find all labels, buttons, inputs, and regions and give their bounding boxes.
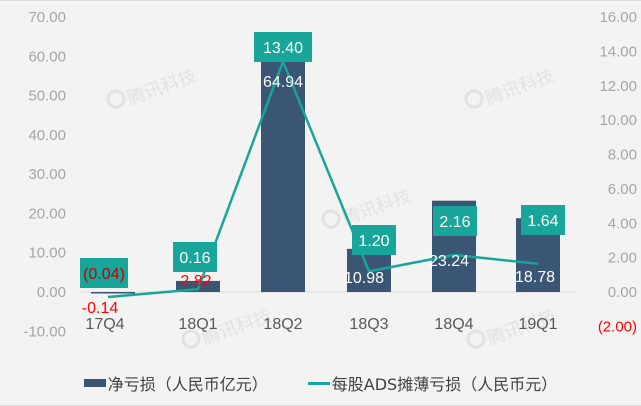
right-axis-tick: 4.00 — [608, 215, 637, 232]
watermark: 腾讯科技 — [106, 65, 199, 109]
top-border — [0, 0, 641, 1]
left-axis: 70.00 60.00 50.00 40.00 30.00 20.00 10.00 0.00 -… — [23, 9, 66, 340]
line-data-label: 0.16 — [173, 242, 217, 272]
line-data-label: (0.04) — [80, 258, 128, 288]
left-axis-tick: 40.00 — [28, 127, 66, 144]
right-axis-tick: 6.00 — [608, 181, 637, 198]
category-label: 18Q3 — [349, 316, 388, 333]
right-axis-tick: (2.00) — [598, 318, 637, 335]
bar-swatch-icon — [83, 379, 106, 387]
left-axis-tick: 0.00 — [37, 284, 66, 301]
bar-data-label: 23.24 — [429, 253, 469, 270]
right-axis-tick: 16.00 — [599, 9, 637, 26]
line-data-label: 2.16 — [433, 206, 477, 236]
category-label: 19Q1 — [518, 316, 557, 333]
bar-17Q4[interactable] — [91, 292, 135, 294]
right-axis: 16.00 14.00 12.00 10.00 8.00 6.00 4.00 2.00 0.00… — [598, 9, 637, 335]
right-axis-tick: 2.00 — [608, 250, 637, 267]
watermark: 腾讯科技 — [464, 65, 557, 109]
svg-text:2.16: 2.16 — [439, 214, 470, 231]
legend: 净亏损（人民币亿元） 每股ADS摊薄亏损（人民币元） — [0, 368, 641, 398]
svg-text:13.40: 13.40 — [263, 40, 303, 57]
left-axis-tick: 60.00 — [28, 48, 66, 65]
left-axis-tick: -10.00 — [23, 323, 66, 340]
legend-label-net-loss: 净亏损（人民币亿元） — [107, 375, 268, 394]
line-data-label: 1.64 — [521, 205, 565, 235]
svg-text:腾讯科技: 腾讯科技 — [125, 65, 199, 108]
bar-data-label: 10.98 — [344, 270, 384, 287]
legend-item-net-loss[interactable]: 净亏损（人民币亿元） — [83, 371, 268, 395]
bar-data-label: 18.78 — [515, 269, 555, 286]
right-axis-tick: 10.00 — [599, 112, 637, 129]
right-axis-tick: 0.00 — [608, 284, 637, 301]
left-axis-tick: 20.00 — [28, 205, 66, 222]
left-axis-tick: 30.00 — [28, 166, 66, 183]
bar-data-label: 2.82 — [180, 273, 211, 290]
svg-text:0.16: 0.16 — [179, 250, 210, 267]
category-label: 18Q2 — [263, 316, 302, 333]
line-data-label: 13.40 — [254, 32, 312, 62]
category-label: 18Q4 — [434, 316, 473, 333]
svg-text:(0.04): (0.04) — [83, 266, 125, 283]
svg-text:腾讯科技: 腾讯科技 — [340, 185, 414, 228]
line-data-label: 1.20 — [352, 225, 396, 255]
category-label: 17Q4 — [85, 316, 124, 333]
ads-loss-line[interactable] — [107, 58, 539, 299]
left-axis-tick: 70.00 — [28, 9, 66, 26]
svg-text:1.64: 1.64 — [527, 213, 558, 230]
left-axis-tick: 10.00 — [28, 245, 66, 262]
left-axis-tick: 50.00 — [28, 88, 66, 105]
data-labels: (0.04) 0.16 13.40 1.20 2.16 1.64 -0.14 2.82 64.9… — [80, 32, 565, 317]
bar-data-label: -0.14 — [82, 300, 119, 317]
bar-data-label: 64.94 — [263, 74, 303, 91]
category-axis: 17Q4 18Q1 18Q2 18Q3 18Q4 19Q1 — [85, 316, 557, 333]
right-axis-tick: 12.00 — [599, 78, 637, 95]
legend-label-ads-loss: 每股ADS摊薄亏损（人民币元） — [331, 375, 558, 394]
legend-item-ads-loss[interactable]: 每股ADS摊薄亏损（人民币元） — [307, 371, 558, 395]
bar-18Q2[interactable] — [261, 36, 305, 292]
line-swatch-icon — [307, 381, 330, 385]
line-series — [107, 58, 539, 299]
svg-text:1.20: 1.20 — [358, 233, 389, 250]
category-label: 18Q1 — [178, 316, 217, 333]
svg-text:腾讯科技: 腾讯科技 — [483, 65, 557, 108]
right-axis-tick: 8.00 — [608, 147, 637, 164]
right-axis-tick: 14.00 — [599, 43, 637, 60]
